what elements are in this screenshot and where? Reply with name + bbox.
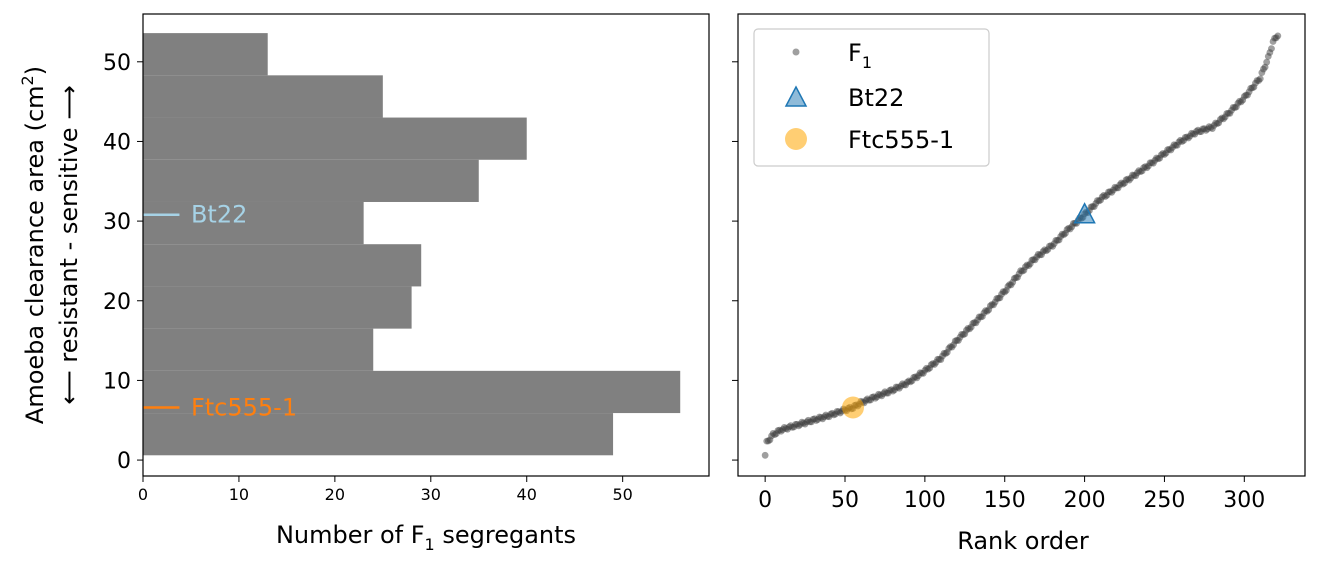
annotation-label-2: Ftc555-1 bbox=[191, 393, 297, 421]
x-tick-label: 20 bbox=[325, 485, 345, 504]
rank-point bbox=[1268, 45, 1275, 53]
x-tick-label: 10 bbox=[229, 485, 249, 504]
histogram-bar-3 bbox=[143, 328, 374, 371]
rank-y-ticks bbox=[732, 61, 738, 461]
ftc555-marker bbox=[841, 396, 864, 419]
rank-point bbox=[1263, 58, 1271, 66]
histogram-bar-8 bbox=[143, 117, 527, 160]
rank-x-axis-label: Rank order bbox=[957, 527, 1089, 555]
bt22-marker bbox=[1073, 202, 1096, 224]
histogram-x-ticks: 0 10 20 30 40 50 bbox=[138, 476, 633, 504]
legend-box bbox=[753, 28, 990, 167]
x-tick-label: 150 bbox=[984, 488, 1026, 513]
x-tick-label: 50 bbox=[612, 485, 632, 504]
histogram-bar-1 bbox=[143, 413, 614, 456]
y-tick-label: 10 bbox=[103, 369, 131, 394]
legend-f1-marker bbox=[792, 48, 800, 56]
histogram-bar-2 bbox=[143, 370, 681, 414]
histogram-x-axis-label: Number of F1 segregants bbox=[276, 521, 576, 554]
x-tick-label: 100 bbox=[904, 488, 946, 513]
legend-f1-label: F1 bbox=[848, 39, 872, 72]
x-tick-label: 40 bbox=[517, 485, 537, 504]
y-tick-label: 20 bbox=[103, 290, 131, 315]
rank-scatter-panel: 0 50 100 150 200 250 300 Rank order F1 Bt22 Ft… bbox=[732, 13, 1306, 555]
histogram-bars bbox=[143, 33, 681, 456]
histogram-bar-5 bbox=[143, 244, 422, 287]
legend-bt22-label: Bt22 bbox=[848, 84, 904, 112]
rank-point bbox=[1274, 32, 1282, 40]
histogram-y-axis-label: Amoeba clearance area (cm2) bbox=[18, 66, 49, 424]
y-tick-label: 40 bbox=[103, 130, 131, 155]
legend-ftc555-label: Ftc555-1 bbox=[848, 126, 954, 154]
rank-x-ticks: 0 50 100 150 200 250 300 bbox=[758, 476, 1265, 513]
x-tick-label: 50 bbox=[831, 488, 859, 513]
histogram-bar-7 bbox=[143, 159, 479, 202]
histogram-panel: Bt22 Ftc555-1 0 10 20 30 40 50 0 10 20 30 40 50 Num… bbox=[18, 13, 710, 554]
histogram-y-ticks: 0 10 20 30 40 50 bbox=[103, 51, 143, 474]
histogram-bar-9 bbox=[143, 75, 383, 118]
legend-ftc555-marker bbox=[785, 128, 807, 150]
legend: F1 Bt22 Ftc555-1 bbox=[753, 28, 990, 167]
rank-point bbox=[1256, 75, 1264, 83]
y-tick-label: 0 bbox=[117, 449, 131, 474]
legend-bt22-marker bbox=[784, 85, 808, 107]
histogram-bar-10 bbox=[143, 33, 268, 76]
histogram-bar-6 bbox=[143, 201, 364, 245]
x-tick-label: 200 bbox=[1064, 488, 1106, 513]
x-tick-label: 30 bbox=[421, 485, 441, 504]
histogram-annotations: Bt22 Ftc555-1 bbox=[143, 201, 297, 421]
x-tick-label: 0 bbox=[758, 488, 772, 513]
histogram-bar-4 bbox=[143, 286, 412, 329]
histogram-axes-frame bbox=[142, 13, 710, 477]
x-tick-label: 250 bbox=[1143, 488, 1185, 513]
rank-point bbox=[761, 451, 769, 459]
y-tick-label: 30 bbox=[103, 210, 131, 235]
rank-highlight-markers bbox=[841, 202, 1096, 419]
histogram-y-axis-sublabel: ⟵ resistant - sensitive ⟶ bbox=[55, 85, 83, 404]
x-tick-label: 0 bbox=[138, 485, 148, 504]
rank-axes-frame bbox=[737, 13, 1306, 477]
annotation-label-1: Bt22 bbox=[191, 201, 247, 229]
x-tick-label: 300 bbox=[1223, 488, 1265, 513]
y-tick-label: 50 bbox=[103, 51, 131, 76]
